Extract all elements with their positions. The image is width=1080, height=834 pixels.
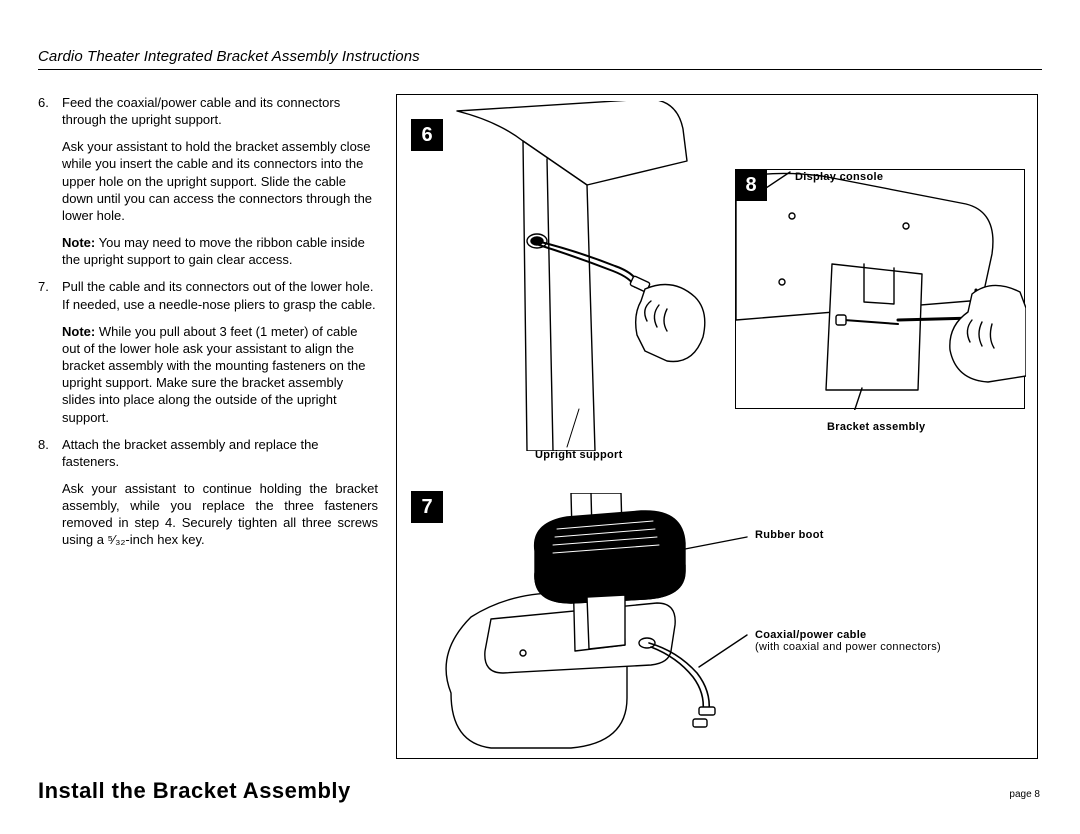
figure-7-svg — [421, 493, 751, 753]
note-label: Note: — [62, 324, 95, 339]
instruction-text-column: 6. Feed the coaxial/power cable and its … — [38, 94, 378, 759]
figure-6-number-box: 6 — [411, 119, 443, 151]
figure-6-illustration — [427, 101, 717, 451]
step-note: Note: While you pull about 3 feet (1 met… — [62, 323, 378, 426]
content-columns: 6. Feed the coaxial/power cable and its … — [38, 94, 1042, 759]
figure-number: 6 — [421, 124, 432, 147]
figure-number: 8 — [745, 174, 756, 197]
callout-sublabel: (with coaxial and power connectors) — [755, 641, 985, 653]
figure-number: 7 — [421, 496, 432, 519]
step-8: 8. Attach the bracket assembly and repla… — [38, 436, 378, 549]
step-paragraph: Feed the coaxial/power cable and its con… — [62, 94, 378, 128]
callout-display-console: Display console — [795, 171, 883, 183]
callout-upright-support: Upright support — [535, 449, 623, 461]
callout-label: Coaxial/power cable — [755, 629, 866, 641]
step-number: 6. — [38, 94, 62, 268]
figure-7-illustration — [421, 493, 751, 753]
figure-7-number-box: 7 — [411, 491, 443, 523]
doc-title: Cardio Theater Integrated Bracket Assemb… — [38, 48, 1042, 65]
figure-frame: 6 Upright support — [396, 94, 1038, 759]
section-title: Install the Bracket Assembly — [38, 778, 351, 804]
step-body: Attach the bracket assembly and replace … — [62, 436, 378, 549]
page: Cardio Theater Integrated Bracket Assemb… — [0, 0, 1080, 834]
step-note: Note: You may need to move the ribbon ca… — [62, 234, 378, 268]
step-paragraph: Ask your assistant to hold the bracket a… — [62, 138, 378, 224]
callout-coaxial-cable: Coaxial/power cable (with coaxial and po… — [755, 629, 985, 653]
figure-8-svg — [736, 170, 1026, 410]
step-number: 7. — [38, 278, 62, 425]
step-paragraph: Ask your assistant to continue holding t… — [62, 480, 378, 549]
figure-6-svg — [427, 101, 717, 451]
note-text: While you pull about 3 feet (1 meter) of… — [62, 324, 366, 425]
step-paragraph: Pull the cable and its connectors out of… — [62, 278, 378, 312]
step-6: 6. Feed the coaxial/power cable and its … — [38, 94, 378, 268]
step-body: Feed the coaxial/power cable and its con… — [62, 94, 378, 268]
step-body: Pull the cable and its connectors out of… — [62, 278, 378, 425]
step-7: 7. Pull the cable and its connectors out… — [38, 278, 378, 425]
page-number: page 8 — [1009, 789, 1040, 800]
note-text: You may need to move the ribbon cable in… — [62, 235, 365, 267]
header-rule — [38, 69, 1042, 70]
note-label: Note: — [62, 235, 95, 250]
callout-rubber-boot: Rubber boot — [755, 529, 824, 541]
step-number: 8. — [38, 436, 62, 549]
step-paragraph: Attach the bracket assembly and replace … — [62, 436, 378, 470]
figure-column: 6 Upright support — [396, 94, 1042, 759]
callout-bracket-assembly: Bracket assembly — [827, 421, 925, 433]
figure-8-illustration — [735, 169, 1025, 409]
figure-8-number-box: 8 — [735, 169, 767, 201]
